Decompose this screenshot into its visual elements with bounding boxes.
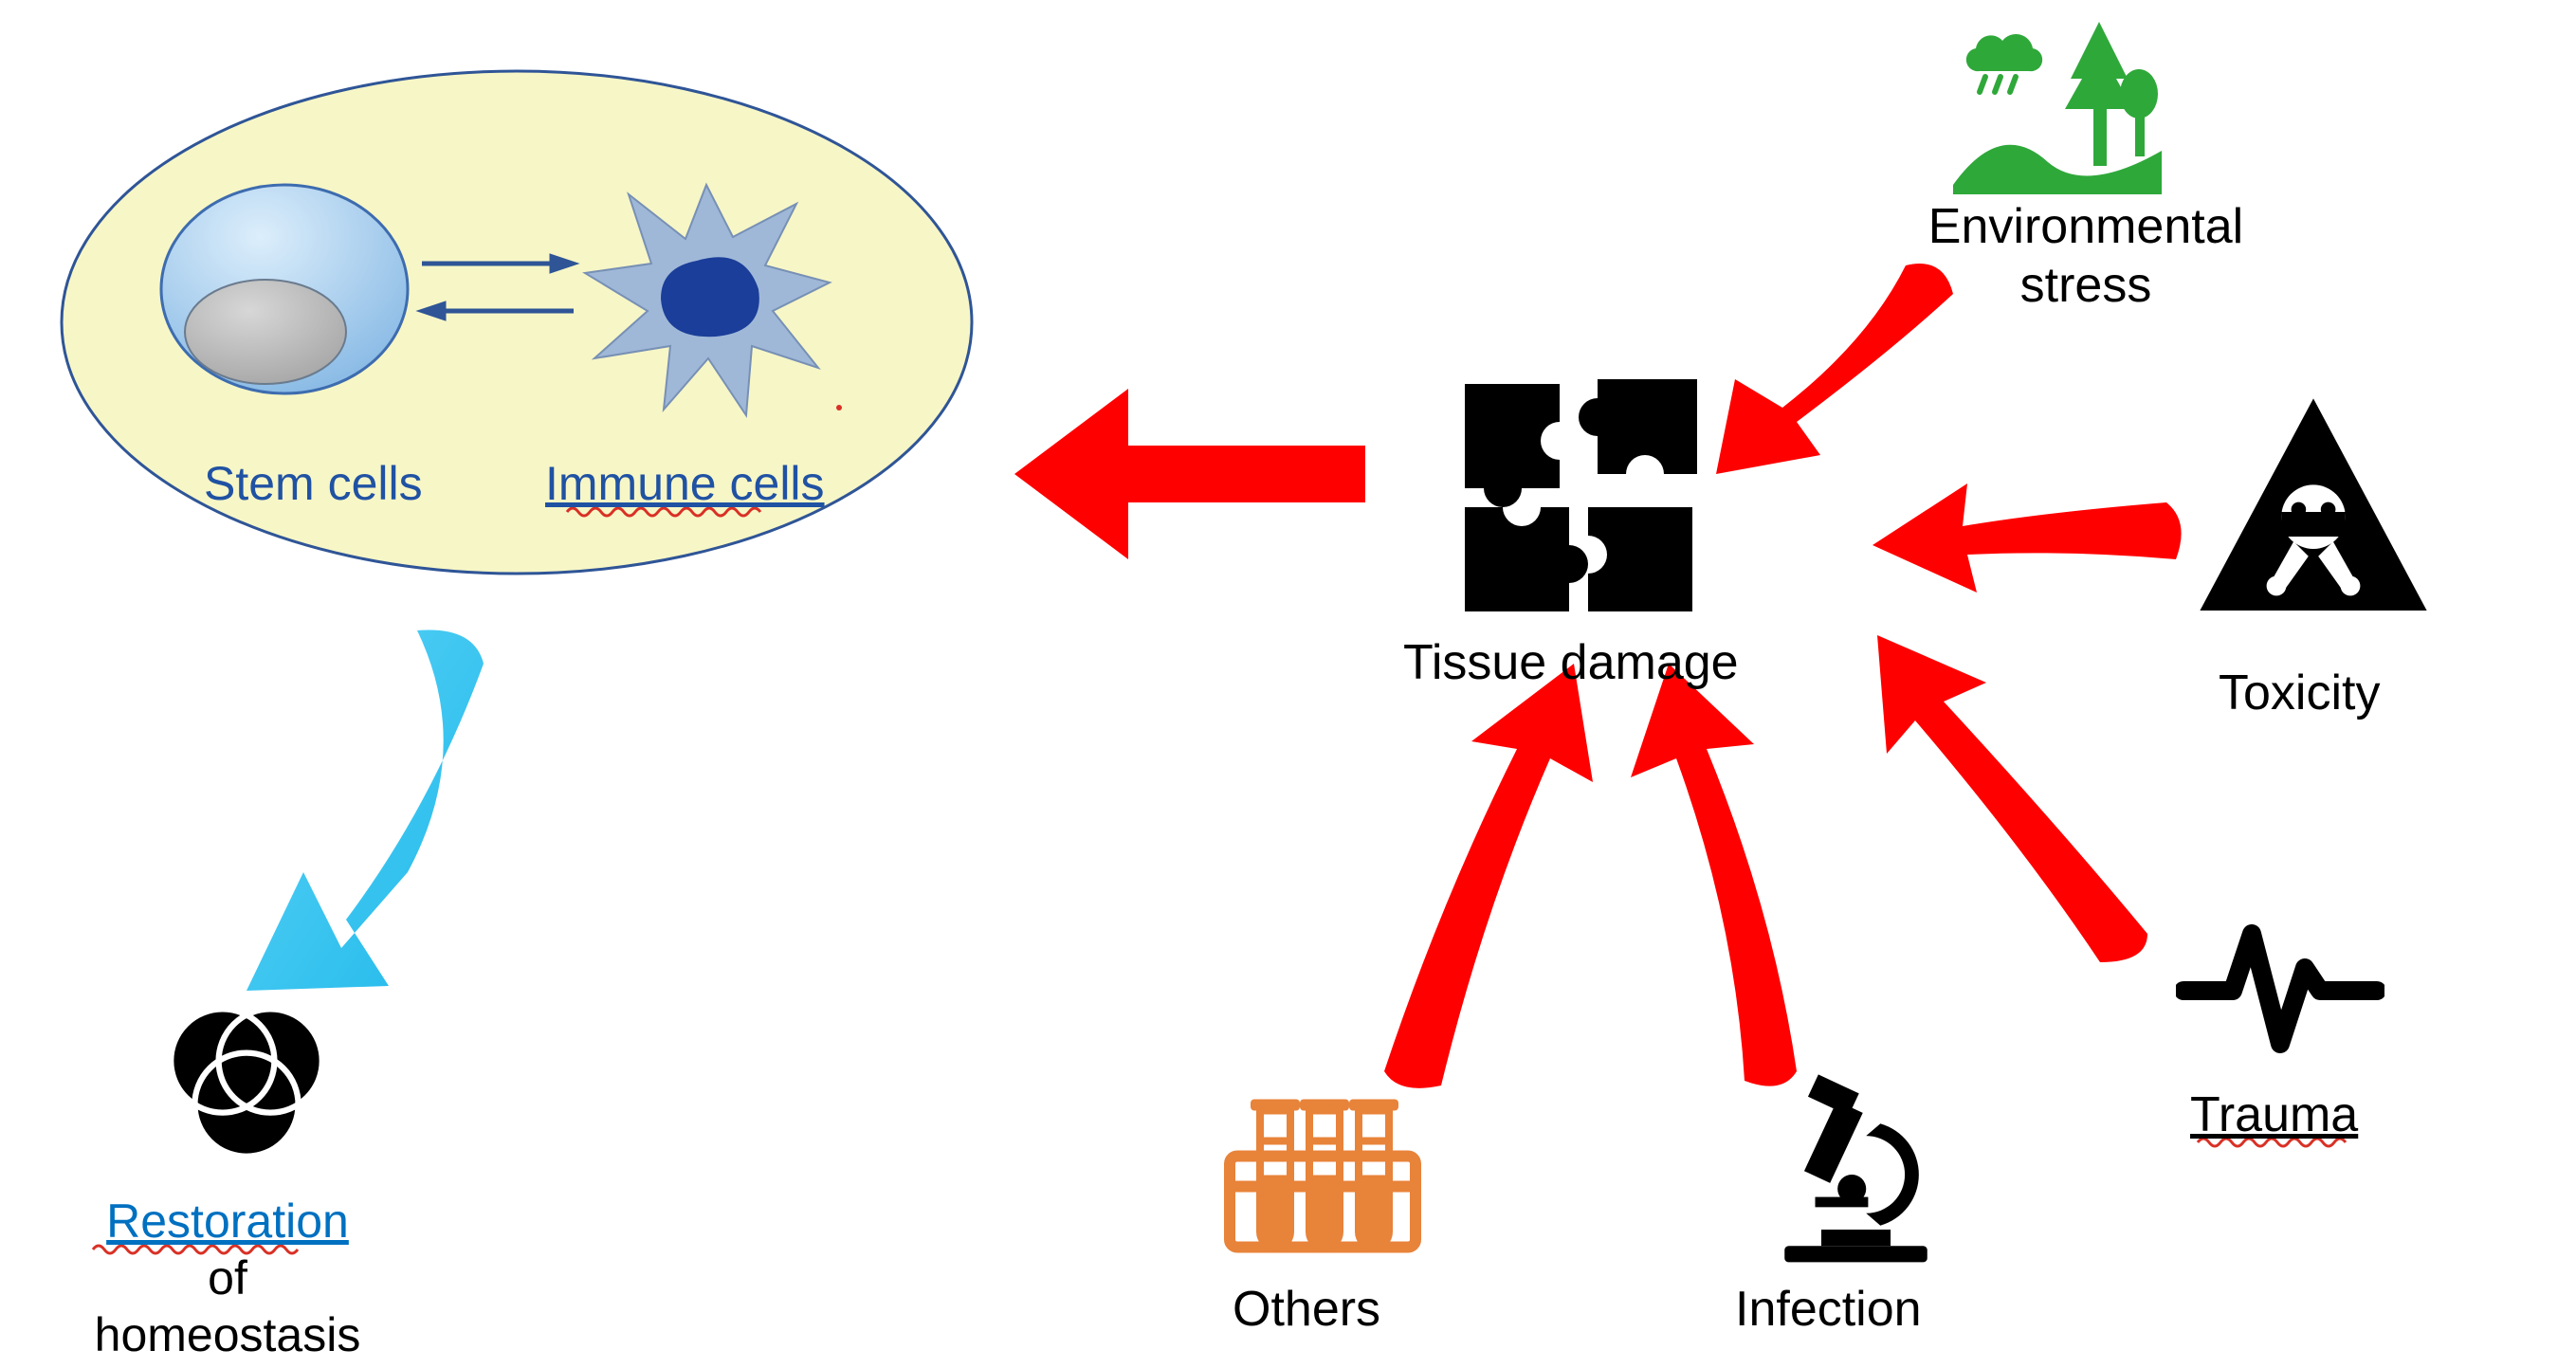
arrow-others (1384, 664, 1593, 1088)
venn-icon (147, 981, 346, 1180)
label-env-stress: Environmental stress (1915, 197, 2256, 316)
arrow-toxicity (1873, 483, 2182, 593)
arrow-infection (1631, 664, 1797, 1086)
label-toxicity: Toxicity (2219, 664, 2380, 722)
puzzle-icon (1460, 379, 1697, 616)
label-immune-cells: Immune cells (545, 455, 825, 512)
label-infection: Infection (1735, 1280, 1922, 1339)
others-icon (1218, 1067, 1427, 1270)
label-tissue-damage: Tissue damage (1403, 633, 1739, 692)
arrow-trauma (1877, 635, 2147, 962)
toxicity-icon (2190, 389, 2437, 635)
infection-icon (1754, 1067, 1958, 1270)
label-stem-cells: Stem cells (204, 455, 423, 512)
trauma-icon (2176, 891, 2384, 1071)
label-others: Others (1233, 1280, 1380, 1339)
label-restoration: Restoration of homeostasis (85, 1193, 370, 1363)
environment-icon (1953, 14, 2162, 194)
label-trauma: Trauma (2190, 1085, 2358, 1144)
